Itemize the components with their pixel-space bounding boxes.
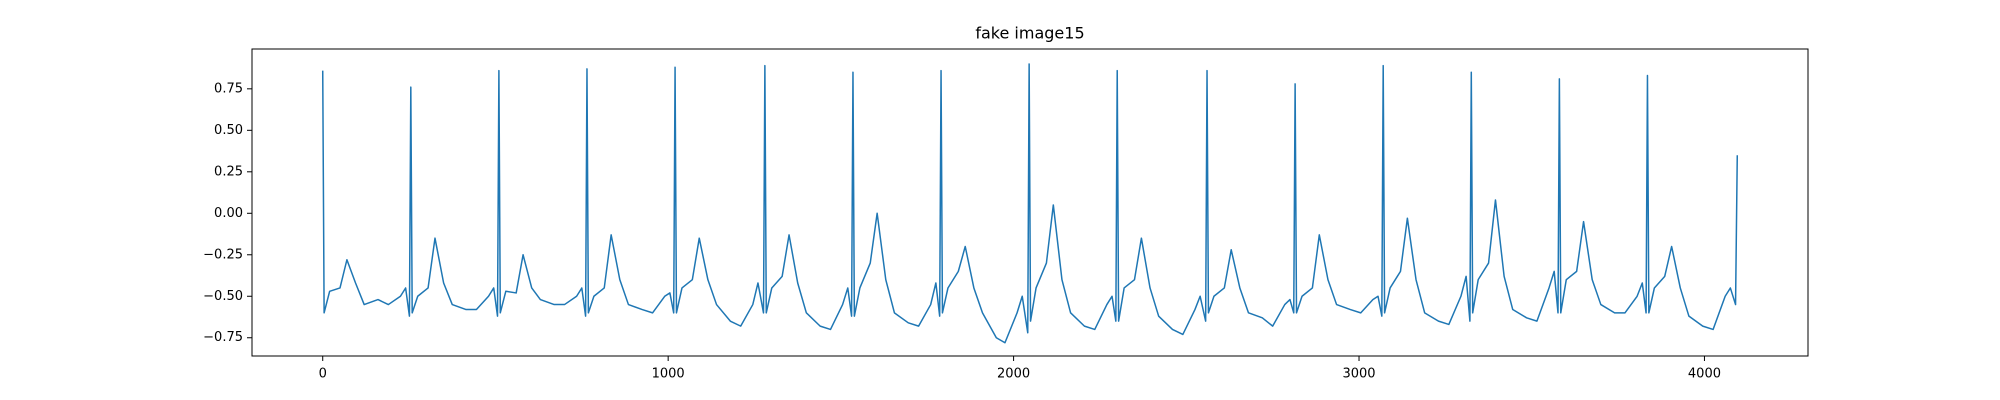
y-tick-label: −0.50 — [203, 289, 243, 304]
x-tick-label: 4000 — [1688, 367, 1721, 382]
x-tick-label: 2000 — [997, 367, 1030, 382]
x-tick-label: 0 — [319, 367, 327, 382]
plot-frame — [251, 48, 1809, 357]
y-tick-label: 0.50 — [214, 123, 243, 138]
series-line — [321, 63, 1739, 344]
x-tick-label: 3000 — [1342, 367, 1375, 382]
y-tick-label: −0.25 — [203, 247, 243, 262]
y-tick-label: 0.25 — [214, 164, 243, 179]
x-tick-label: 1000 — [652, 367, 685, 382]
chart-title: fake image15 — [975, 24, 1084, 43]
y-tick-label: 0.75 — [214, 81, 243, 96]
y-tick-label: 0.00 — [214, 206, 243, 221]
y-tick-label: −0.75 — [203, 330, 243, 345]
